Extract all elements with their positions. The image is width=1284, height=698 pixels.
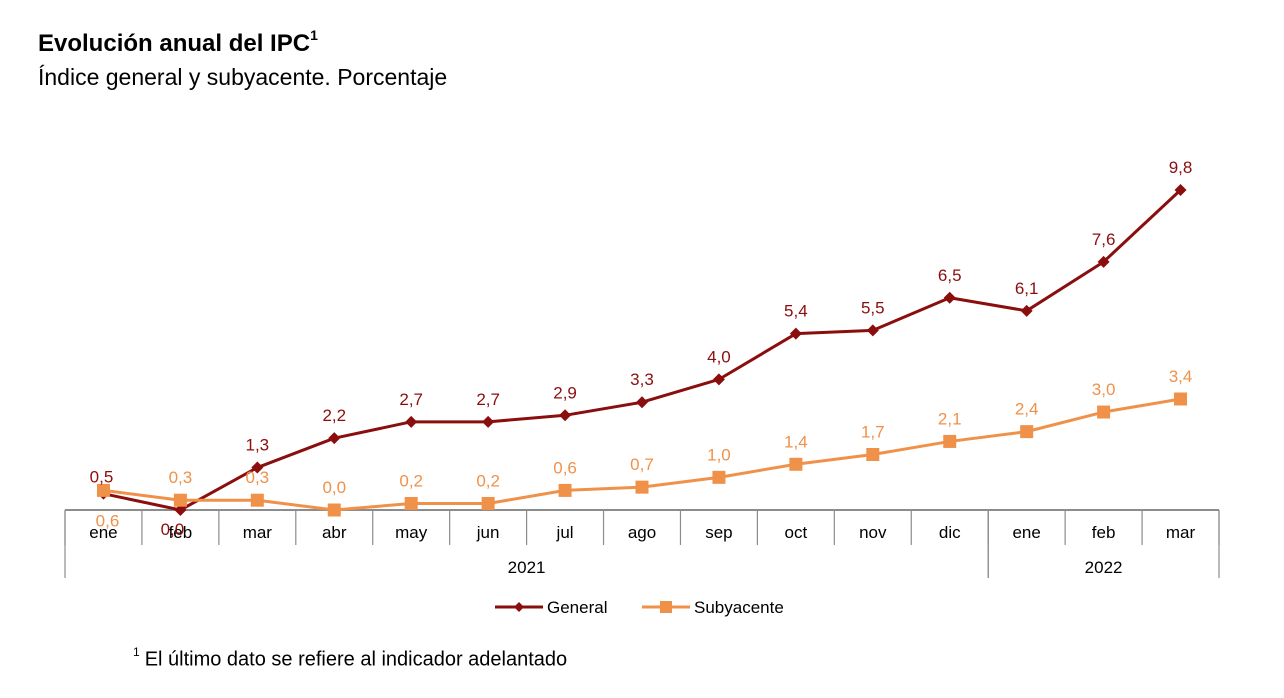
legend-label-subyacente: Subyacente: [694, 598, 784, 617]
data-point-marker-subyacente: [96, 483, 110, 497]
x-axis: ene feb mar abr may jun jul ago sep oct nov dic ene f…: [64, 509, 1220, 578]
data-point-marker-subyacente: [866, 447, 880, 461]
data-label-subyacente: 1,0: [707, 445, 731, 464]
data-point-marker-general: [943, 291, 956, 304]
data-point-marker-general: [789, 327, 802, 340]
data-labels: 0,5 0,0 1,3 2,2 2,7 2,7 2,9 3,3 4,0 5,4 5,5 6,5 6,1 7…: [90, 158, 1193, 539]
footnote-text: El último dato se refiere al indicador a…: [144, 648, 568, 671]
data-label-general: 6,5: [938, 266, 962, 285]
data-point-marker-general: [1020, 304, 1033, 317]
chart-title-text: Evolución anual del IPC: [38, 30, 311, 57]
data-label-subyacente: 0,7: [630, 455, 654, 474]
data-label-general: 2,9: [553, 383, 577, 402]
data-label-general: 5,5: [861, 298, 885, 317]
data-point-marker-subyacente: [327, 503, 341, 517]
data-label-general: 5,4: [784, 302, 808, 321]
chart-title: Evolución anual del IPC1: [38, 27, 318, 58]
data-point-marker-subyacente: [943, 434, 957, 448]
data-label-subyacente: 0,6: [553, 458, 577, 477]
data-point-marker-general: [482, 415, 495, 428]
legend-label-general: General: [547, 598, 607, 617]
x-tick-label: ene: [1012, 523, 1040, 542]
data-label-general: 6,1: [1015, 279, 1039, 298]
data-label-subyacente: 0,3: [169, 468, 193, 487]
data-point-marker-general: [328, 432, 341, 445]
year-group-label: 2021: [508, 558, 546, 577]
x-tick-label: oct: [785, 523, 808, 542]
data-label-subyacente: 0,2: [399, 471, 423, 490]
x-tick-label: jul: [556, 523, 574, 542]
data-point-marker-general: [1174, 184, 1187, 196]
year-group-label: 2022: [1085, 558, 1123, 577]
data-point-marker-subyacente: [1174, 392, 1188, 406]
data-label-general: 3,3: [630, 370, 654, 389]
x-tick-label: mar: [1166, 523, 1196, 542]
data-point-marker-subyacente: [404, 496, 418, 510]
data-point-marker-subyacente: [481, 496, 495, 510]
footnote-marker: 1: [133, 645, 140, 659]
data-label-subyacente: 0,6: [96, 511, 120, 530]
x-tick-label: sep: [705, 523, 732, 542]
x-tick-label: mar: [243, 523, 273, 542]
data-point-marker-general: [1097, 255, 1110, 268]
data-label-general: 7,6: [1092, 230, 1116, 249]
x-tick-label: ago: [628, 523, 656, 542]
data-point-marker-subyacente: [1020, 425, 1034, 439]
data-label-general: 2,7: [399, 390, 423, 409]
legend-marker-general: [514, 602, 524, 612]
x-tick-label: may: [395, 523, 428, 542]
legend: General Subyacente: [495, 598, 784, 617]
data-point-marker-subyacente: [789, 457, 803, 471]
data-label-general: 0,0: [161, 520, 185, 539]
data-point-marker-general: [866, 324, 879, 337]
x-tick-label: nov: [859, 523, 887, 542]
data-label-general: 1,3: [246, 436, 270, 455]
data-label-subyacente: 3,4: [1169, 367, 1193, 386]
data-point-marker-general: [636, 396, 648, 409]
data-label-subyacente: 1,7: [861, 422, 885, 441]
data-label-general: 9,8: [1169, 158, 1193, 177]
data-label-subyacente: 2,4: [1015, 400, 1039, 419]
data-point-marker-subyacente: [712, 470, 726, 484]
x-tick-label: dic: [939, 523, 961, 542]
data-point-marker-subyacente: [1097, 405, 1111, 419]
data-label-subyacente: 0,2: [476, 471, 500, 490]
data-label-subyacente: 3,0: [1092, 380, 1116, 399]
data-label-general: 4,0: [707, 347, 731, 366]
series-layer: [96, 184, 1188, 517]
x-tick-label: abr: [322, 523, 347, 542]
chart-subtitle: Índice general y subyacente. Porcentaje: [38, 64, 448, 90]
data-point-marker-general: [712, 373, 725, 386]
data-label-subyacente: 0,0: [322, 478, 346, 497]
data-label-subyacente: 0,3: [246, 468, 270, 487]
data-point-marker-general: [559, 409, 572, 422]
data-point-marker-general: [251, 461, 264, 474]
footnote: 1 El último dato se refiere al indicador …: [133, 645, 568, 672]
data-label-general: 0,5: [90, 468, 114, 487]
x-tick-label: ene: [89, 523, 117, 542]
data-point-marker-general: [405, 415, 418, 428]
x-tick-label: feb: [169, 523, 193, 542]
data-label-subyacente: 1,4: [784, 432, 808, 451]
x-tick-label: feb: [1092, 523, 1116, 542]
data-point-marker-subyacente: [635, 480, 649, 494]
data-point-marker-subyacente: [173, 493, 187, 507]
data-point-marker-general: [174, 504, 187, 516]
legend-marker-subyacente: [660, 601, 672, 613]
data-point-marker-subyacente: [250, 493, 264, 507]
title-footnote-marker: 1: [310, 27, 318, 43]
x-tick-label: jun: [476, 523, 500, 542]
data-label-subyacente: 2,1: [938, 409, 962, 428]
data-label-general: 2,2: [322, 406, 346, 425]
data-label-general: 2,7: [476, 390, 500, 409]
data-point-marker-subyacente: [558, 483, 572, 497]
